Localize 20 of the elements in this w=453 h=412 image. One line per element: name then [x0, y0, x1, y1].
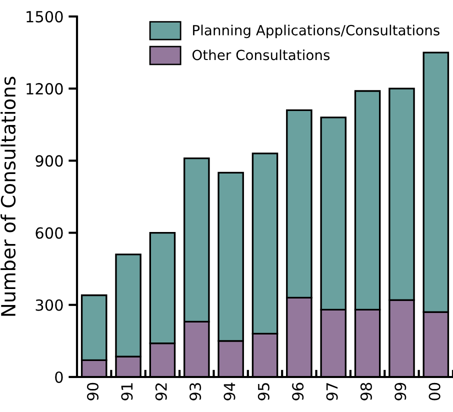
x-tick-label: 94 — [224, 382, 236, 400]
y-tick-label: 1200 — [26, 83, 63, 95]
x-tick-label: 95 — [258, 383, 270, 400]
x-tick-label: 96 — [292, 382, 304, 400]
x-tick-label: 98 — [360, 382, 372, 400]
y-tick-label: 900 — [36, 155, 63, 167]
y-axis-title: Number of Consultations — [0, 76, 16, 316]
x-tick-label: 97 — [326, 383, 338, 400]
x-tick-label: 91 — [121, 383, 133, 400]
x-tick-label: 99 — [394, 382, 406, 400]
x-tick-label: 90 — [86, 382, 99, 400]
y-tick-label: 600 — [36, 227, 63, 239]
y-tick-label: 300 — [36, 299, 63, 311]
x-tick-label: 93 — [190, 383, 202, 400]
y-tick-label: 0 — [55, 371, 63, 383]
x-tick-label: 92 — [155, 383, 167, 400]
y-tick-label: 1500 — [26, 10, 63, 22]
legend-label: Planning Applications/Consultations — [193, 24, 440, 38]
x-tick-label: 00 — [428, 382, 440, 400]
legend-label: Other Consultations — [192, 49, 330, 60]
